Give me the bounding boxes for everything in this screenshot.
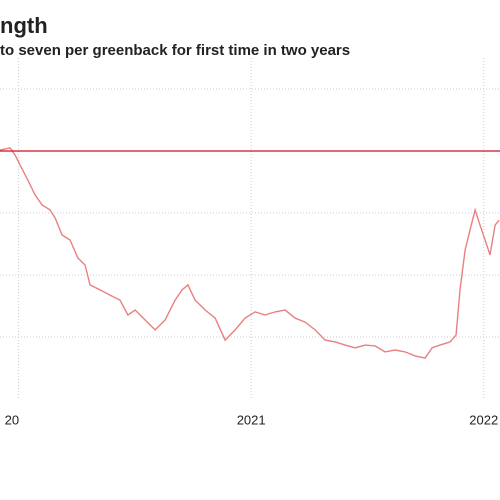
x-tick-label: 20 [5, 412, 19, 427]
chart-subtitle: to seven per greenback for first time in… [0, 42, 350, 59]
data-line [0, 147, 500, 359]
chart-title: ngth [0, 13, 48, 38]
x-tick-label: 2022 [469, 412, 498, 427]
x-tick-label: 2021 [237, 412, 266, 427]
